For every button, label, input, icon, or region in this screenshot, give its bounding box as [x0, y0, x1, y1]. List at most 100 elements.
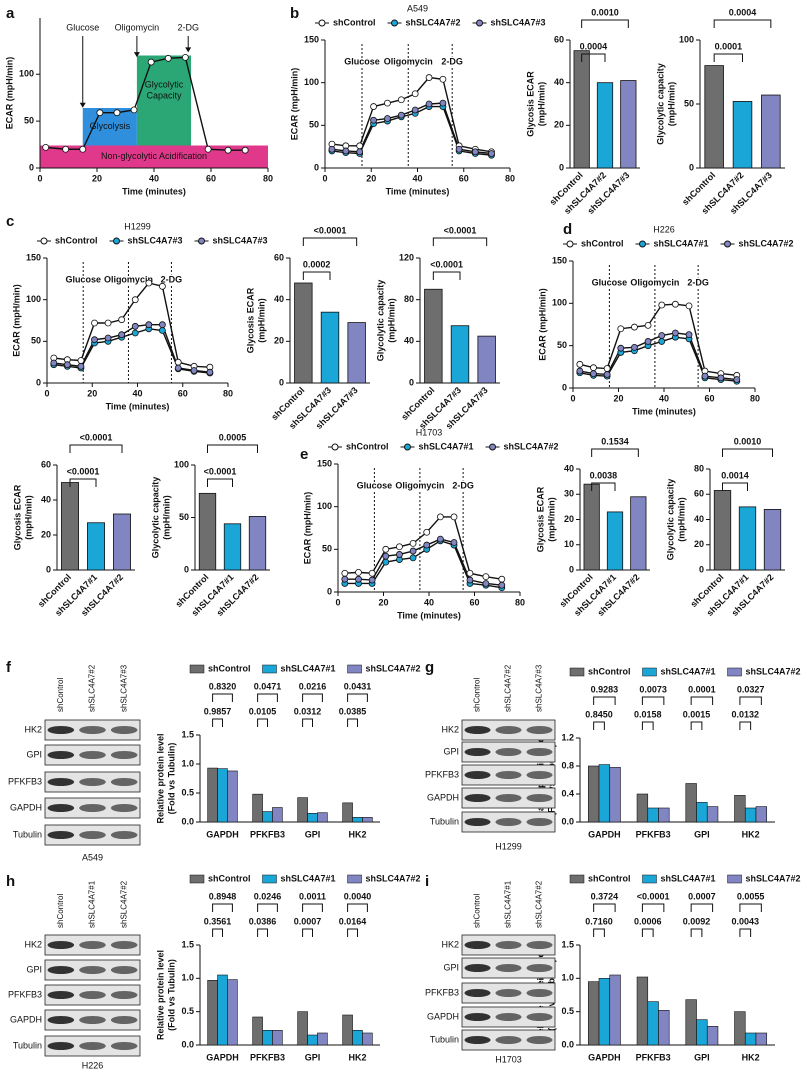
blot-band — [47, 941, 75, 949]
p-value: 0.7160 — [585, 916, 613, 926]
y-axis-label: Relative protein level — [155, 733, 165, 823]
y-axis-label: (mpH/min) — [386, 298, 396, 343]
y-axis-label: Relative protein level — [155, 950, 165, 1040]
blot-band — [495, 989, 522, 997]
significance-bracket — [739, 928, 752, 937]
y-tick-label: 0 — [699, 564, 704, 574]
data-point — [341, 569, 349, 577]
bar — [704, 65, 724, 169]
legend-marker — [724, 240, 732, 248]
bar — [598, 764, 611, 823]
bar — [761, 94, 781, 169]
x-tick-label: 0 — [570, 393, 575, 403]
bar — [477, 335, 496, 384]
bar — [647, 807, 659, 823]
bar — [352, 1030, 363, 1046]
data-point — [439, 75, 447, 83]
region-label: Glycolytic — [145, 79, 184, 89]
bar — [658, 1010, 670, 1046]
p-value: <0.0001 — [204, 466, 237, 476]
significance-bracket — [690, 928, 703, 937]
data-point — [96, 109, 104, 117]
y-axis-label: (mpH/min) — [536, 82, 546, 127]
data-point — [164, 54, 172, 62]
blot-band — [79, 941, 106, 949]
legend-label: shControl — [581, 238, 624, 248]
p-value: 0.0007 — [294, 916, 322, 926]
x-tick-label: 20 — [366, 173, 376, 183]
x-tick-label: 60 — [178, 388, 188, 398]
data-point — [382, 545, 390, 553]
bar — [207, 980, 218, 1046]
bar — [609, 974, 621, 1046]
row-label: GPI — [443, 746, 459, 756]
row-label: PFKFB3 — [8, 776, 42, 786]
legend-label: shSLC4A7#1 — [419, 441, 474, 451]
y-tick-label: 100 — [304, 77, 319, 87]
legend-label: shControl — [588, 873, 631, 883]
y-tick-label: 40 — [564, 463, 574, 473]
bar — [696, 1019, 708, 1046]
y-tick-label: 100 — [26, 294, 41, 304]
significance-bracket — [257, 903, 278, 912]
legend-swatch — [262, 664, 277, 674]
significance-bracket — [739, 903, 762, 912]
data-point — [382, 558, 390, 566]
p-value: <0.0001 — [637, 891, 670, 901]
data-point — [685, 302, 693, 310]
significance-bracket — [212, 903, 233, 912]
bar — [630, 496, 647, 571]
y-tick-label: 100 — [174, 459, 189, 469]
y-axis-label: (mpH/min) — [23, 495, 33, 540]
x-tick-label: 20 — [87, 388, 97, 398]
significance-bracket — [690, 696, 714, 705]
legend-marker — [489, 443, 497, 451]
data-point — [77, 357, 85, 364]
region — [40, 145, 268, 168]
x-tick-label: PFKFB3 — [250, 829, 285, 839]
data-point — [181, 53, 189, 61]
legend-marker — [391, 19, 398, 27]
legend-label: shSLC4A7#2 — [746, 873, 801, 883]
injection-label: Oligomycin — [104, 274, 153, 284]
region-label: Capacity — [146, 90, 182, 100]
row-label: GPI — [26, 964, 42, 974]
p-value: 0.0015 — [683, 709, 711, 719]
data-point — [356, 148, 364, 156]
bar — [450, 325, 470, 384]
y-tick-label: 0.0 — [181, 1039, 194, 1049]
blot-band — [464, 964, 491, 972]
y-tick-label: 150 — [26, 252, 41, 262]
y-tick-label: 0.0 — [181, 816, 194, 826]
legend-label: shControl — [588, 666, 631, 676]
lane-label: shSLC4A7#1 — [88, 880, 97, 928]
y-tick-label: 40 — [554, 77, 564, 87]
significance-bracket — [690, 903, 714, 912]
y-axis-label: ECAR (mpH/min) — [11, 284, 21, 357]
blot-band — [464, 794, 491, 802]
lane-label: shControl — [56, 894, 65, 928]
y-tick-label: 0.5 — [181, 1006, 194, 1016]
blot-band — [495, 771, 522, 779]
data-point — [396, 543, 403, 551]
data-point — [118, 331, 126, 339]
data-point — [131, 296, 139, 304]
y-tick-label: 20 — [41, 529, 51, 539]
legend-swatch — [189, 664, 205, 674]
y-tick-label: 0 — [36, 377, 41, 387]
bar — [696, 802, 708, 823]
data-point — [370, 116, 377, 124]
injection-label: Glucose — [65, 274, 101, 284]
y-tick-label: 20 — [554, 120, 564, 130]
injection-label: Glucose — [66, 22, 99, 32]
bar — [317, 812, 328, 823]
y-axis-label: Glycolytic capacity — [665, 479, 675, 561]
y-tick-label: 150 — [304, 34, 319, 44]
y-axis-label: (mpH/min) — [256, 298, 266, 343]
significance-bracket — [593, 903, 616, 912]
significance-bracket — [739, 696, 762, 705]
y-tick-label: 100 — [552, 298, 567, 308]
data-point — [384, 99, 391, 107]
blot-band — [47, 1016, 75, 1024]
data-point — [436, 513, 444, 521]
